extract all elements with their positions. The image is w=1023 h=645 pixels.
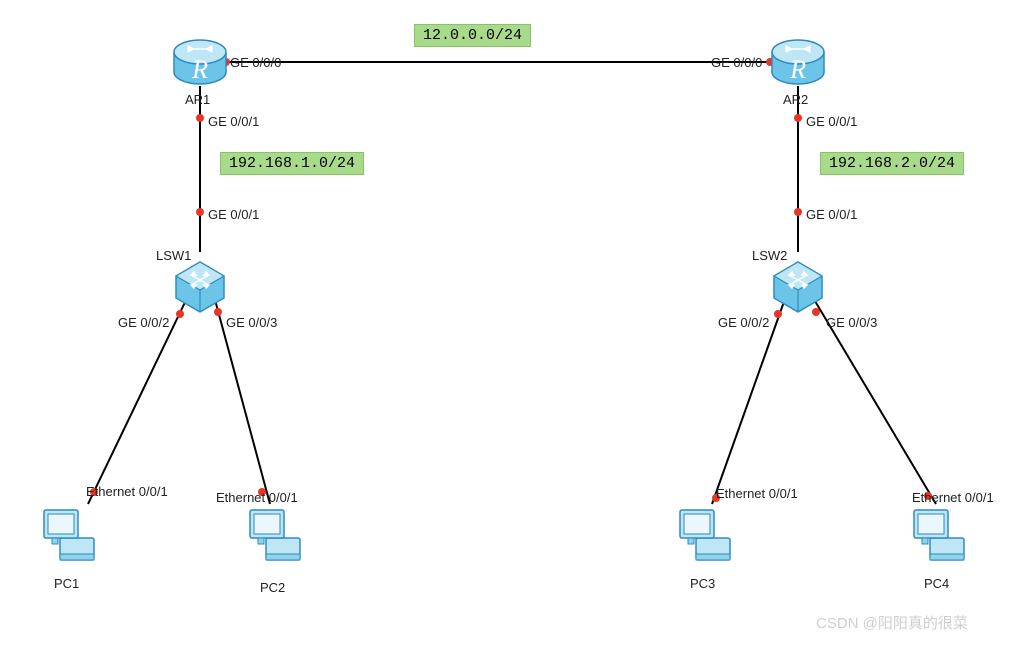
label-pc3: PC3 — [690, 576, 715, 591]
port-label: GE 0/0/1 — [806, 114, 857, 129]
net-label-right: 192.168.2.0/24 — [820, 152, 964, 175]
port-label: GE 0/0/2 — [118, 315, 169, 330]
label-pc1: PC1 — [54, 576, 79, 591]
port-dot — [214, 308, 222, 316]
label-lsw2: LSW2 — [752, 248, 787, 263]
port-label: GE 0/0/1 — [208, 207, 259, 222]
watermark: CSDN @阳阳真的很菜 — [816, 612, 968, 633]
net-label-top: 12.0.0.0/24 — [414, 24, 531, 47]
port-label: Ethernet 0/0/1 — [86, 484, 168, 499]
port-dot — [196, 208, 204, 216]
port-label: GE 0/0/0 — [711, 55, 762, 70]
port-label: Ethernet 0/0/1 — [216, 490, 298, 505]
router-icon[interactable] — [174, 40, 226, 84]
port-label: GE 0/0/3 — [226, 315, 277, 330]
label-ar1: AR1 — [185, 92, 210, 107]
port-dot — [176, 310, 184, 318]
pc-icon[interactable] — [680, 510, 730, 560]
label-ar2: AR2 — [783, 92, 808, 107]
port-dot — [774, 310, 782, 318]
router-icon[interactable] — [772, 40, 824, 84]
label-pc2: PC2 — [260, 580, 285, 595]
port-label: GE 0/0/3 — [826, 315, 877, 330]
net-label-left: 192.168.1.0/24 — [220, 152, 364, 175]
port-dot — [794, 208, 802, 216]
pc-icon[interactable] — [914, 510, 964, 560]
port-label: Ethernet 0/0/1 — [912, 490, 994, 505]
pc-icon[interactable] — [44, 510, 94, 560]
port-label: GE 0/0/0 — [230, 55, 281, 70]
port-label: GE 0/0/2 — [718, 315, 769, 330]
port-label: Ethernet 0/0/1 — [716, 486, 798, 501]
port-dot — [812, 308, 820, 316]
label-lsw1: LSW1 — [156, 248, 191, 263]
port-dot — [196, 114, 204, 122]
switch-icon[interactable] — [774, 262, 822, 312]
topology-canvas: R — [0, 0, 1023, 645]
port-label: GE 0/0/1 — [208, 114, 259, 129]
port-dot — [794, 114, 802, 122]
port-label: GE 0/0/1 — [806, 207, 857, 222]
label-pc4: PC4 — [924, 576, 949, 591]
pc-icon[interactable] — [250, 510, 300, 560]
